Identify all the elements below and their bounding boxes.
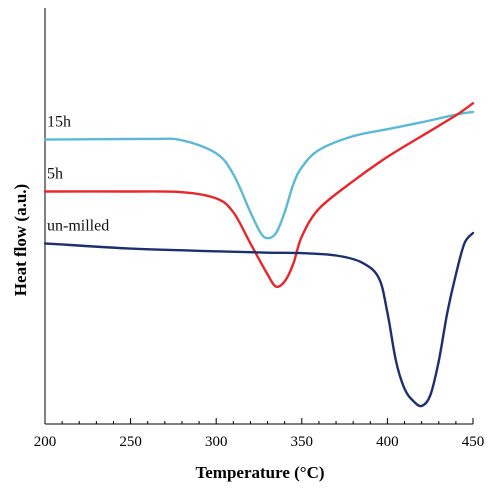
series-line-5h	[43, 102, 475, 289]
series-line-15h	[43, 110, 475, 240]
x-tick-label: 400	[376, 434, 399, 450]
x-tick-label: 450	[462, 434, 485, 450]
x-tick-label: 350	[291, 434, 314, 450]
series-label-5h: 5h	[47, 165, 63, 182]
plot-axes	[44, 8, 473, 425]
x-tick-label: 200	[34, 434, 57, 450]
x-tick-label: 250	[119, 434, 142, 450]
series-labels: 15h 5h un-milled	[47, 114, 109, 235]
x-tick-label: 300	[205, 434, 228, 450]
x-axis-tick-labels: 200 250 300 350 400 450	[34, 434, 485, 450]
data-series	[43, 102, 475, 408]
series-line-un-milled	[43, 231, 475, 408]
series-label-15h: 15h	[47, 114, 71, 131]
y-axis-title: Heat flow (a.u.)	[11, 184, 30, 296]
x-axis-ticks	[44, 418, 474, 424]
series-label-un-milled: un-milled	[47, 217, 109, 234]
x-axis-title: Temperature (°C)	[195, 463, 324, 482]
